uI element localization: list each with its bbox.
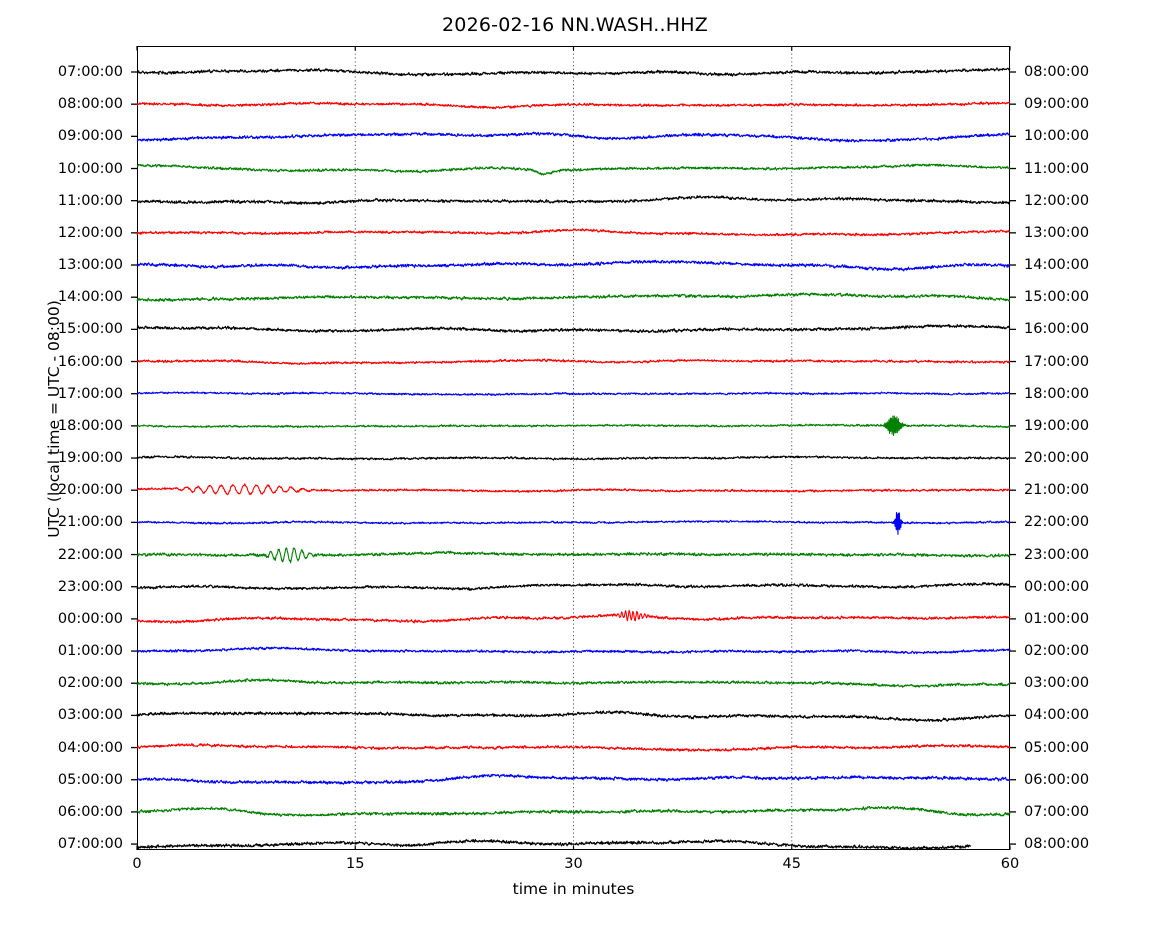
y-tick-label-left-24: 07:00:00 bbox=[57, 836, 123, 853]
y-tick-label-left-18: 01:00:00 bbox=[57, 643, 123, 660]
x-tick-label-45: 45 bbox=[782, 856, 801, 872]
y-tick-label-left-21: 04:00:00 bbox=[57, 739, 123, 756]
y-tick-label-right-22: 06:00:00 bbox=[1024, 771, 1090, 788]
y-tick-label-left-22: 05:00:00 bbox=[57, 771, 123, 788]
y-tick-label-right-24: 08:00:00 bbox=[1024, 836, 1090, 853]
y-tick-label-right-3: 11:00:00 bbox=[1024, 160, 1090, 177]
y-tick-label-left-13: 20:00:00 bbox=[57, 482, 123, 499]
x-tick-label-15: 15 bbox=[346, 856, 365, 872]
y-tick-label-right-6: 14:00:00 bbox=[1024, 257, 1090, 274]
y-tick-label-right-15: 23:00:00 bbox=[1024, 546, 1090, 563]
y-tick-label-right-2: 10:00:00 bbox=[1024, 128, 1090, 145]
y-tick-label-right-13: 21:00:00 bbox=[1024, 482, 1090, 499]
y-tick-label-left-0: 07:00:00 bbox=[57, 64, 123, 80]
y-tick-label-right-17: 01:00:00 bbox=[1024, 610, 1090, 627]
y-tick-label-right-7: 15:00:00 bbox=[1024, 289, 1090, 306]
y-tick-label-left-11: 18:00:00 bbox=[57, 417, 123, 434]
y-tick-label-left-14: 21:00:00 bbox=[57, 514, 123, 531]
y-tick-label-right-19: 03:00:00 bbox=[1024, 675, 1090, 692]
y-tick-label-left-19: 02:00:00 bbox=[57, 675, 123, 692]
y-tick-label-right-21: 05:00:00 bbox=[1024, 739, 1090, 756]
y-tick-label-left-15: 22:00:00 bbox=[57, 546, 123, 563]
y-tick-label-left-20: 03:00:00 bbox=[57, 707, 123, 724]
y-tick-label-right-0: 08:00:00 bbox=[1024, 64, 1090, 80]
y-tick-label-right-10: 18:00:00 bbox=[1024, 385, 1090, 402]
y-tick-label-left-4: 11:00:00 bbox=[57, 192, 123, 209]
y-tick-label-left-10: 17:00:00 bbox=[57, 385, 123, 402]
y-tick-label-right-5: 13:00:00 bbox=[1024, 224, 1090, 241]
y-tick-label-right-4: 12:00:00 bbox=[1024, 192, 1090, 209]
y-tick-label-left-17: 00:00:00 bbox=[57, 610, 123, 627]
y-tick-label-left-5: 12:00:00 bbox=[57, 224, 123, 241]
y-tick-label-left-9: 16:00:00 bbox=[57, 353, 123, 370]
y-tick-label-left-2: 09:00:00 bbox=[57, 128, 123, 145]
x-axis-label: time in minutes bbox=[512, 880, 635, 898]
plot-axes-frame bbox=[137, 46, 1010, 850]
y-tick-label-right-20: 04:00:00 bbox=[1024, 707, 1090, 724]
y-tick-label-left-23: 06:00:00 bbox=[57, 803, 123, 820]
y-tick-label-right-8: 16:00:00 bbox=[1024, 321, 1090, 338]
y-tick-label-right-11: 19:00:00 bbox=[1024, 417, 1090, 434]
y-tick-label-left-6: 13:00:00 bbox=[57, 257, 123, 274]
y-tick-label-right-16: 00:00:00 bbox=[1024, 578, 1090, 595]
y-tick-label-left-1: 08:00:00 bbox=[57, 96, 123, 113]
y-tick-label-right-12: 20:00:00 bbox=[1024, 450, 1090, 467]
x-tick-label-30: 30 bbox=[564, 856, 583, 872]
y-tick-label-right-23: 07:00:00 bbox=[1024, 803, 1090, 820]
y-tick-label-left-16: 23:00:00 bbox=[57, 578, 123, 595]
y-tick-label-left-3: 10:00:00 bbox=[57, 160, 123, 177]
x-tick-label-0: 0 bbox=[132, 856, 142, 872]
page-title: 2026-02-16 NN.WASH..HHZ bbox=[442, 14, 708, 36]
y-tick-label-left-8: 15:00:00 bbox=[57, 321, 123, 338]
y-tick-label-right-18: 02:00:00 bbox=[1024, 643, 1090, 660]
y-tick-label-right-14: 22:00:00 bbox=[1024, 514, 1090, 531]
y-tick-label-left-7: 14:00:00 bbox=[57, 289, 123, 306]
y-tick-label-right-1: 09:00:00 bbox=[1024, 96, 1090, 113]
y-tick-label-left-12: 19:00:00 bbox=[57, 450, 123, 467]
y-tick-label-right-9: 17:00:00 bbox=[1024, 353, 1090, 370]
x-tick-label-60: 60 bbox=[1000, 856, 1020, 872]
